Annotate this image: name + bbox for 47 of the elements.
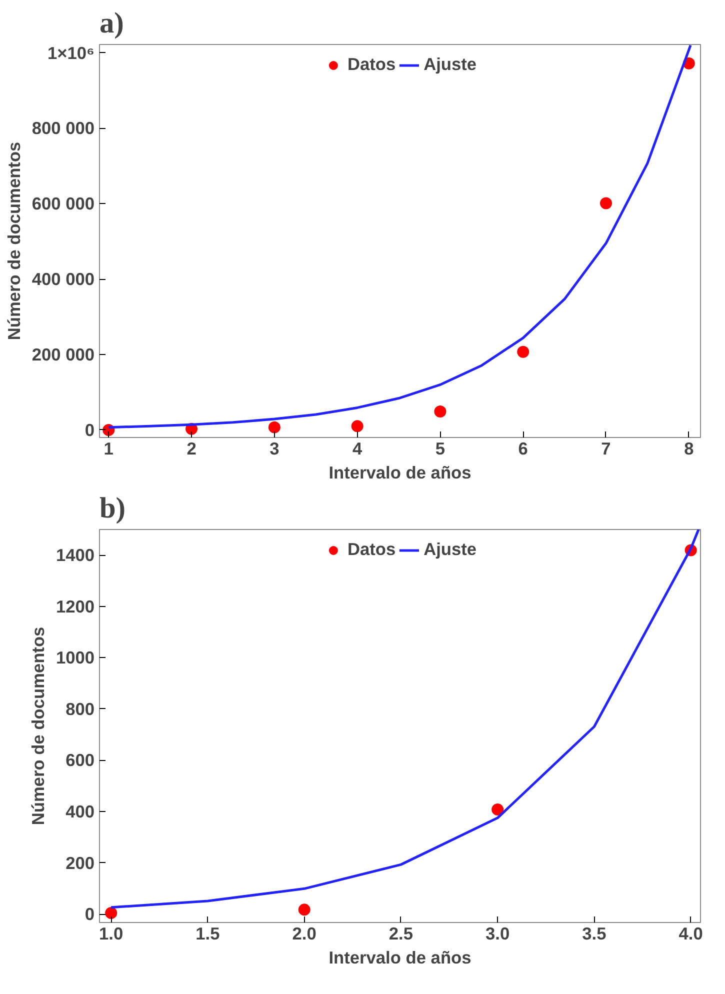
y-tick-label: 1×10⁶ <box>47 42 95 63</box>
x-tick-label: 6 <box>518 438 528 458</box>
y-tick-label: 0 <box>84 904 95 924</box>
chart-title: b) <box>100 492 126 524</box>
y-tick-label: 400 000 <box>32 269 95 290</box>
x-tick-label: 1.0 <box>99 924 124 944</box>
point <box>492 803 504 816</box>
point <box>351 420 364 432</box>
legend-label: Datos <box>347 54 396 75</box>
point <box>434 405 446 418</box>
y-tick-label: 200 000 <box>32 344 95 365</box>
x-tick-label: 3 <box>270 438 280 458</box>
x-tick-label: 2.5 <box>388 924 414 944</box>
y-axis-title: Número de documentos <box>4 142 24 340</box>
y-tick-label: 600 000 <box>32 194 95 214</box>
x-tick-label: 2.0 <box>292 924 316 944</box>
y-tick-label: 800 <box>66 698 95 719</box>
x-tick-label: 4.0 <box>678 924 703 944</box>
y-axis-title: Número de documentos <box>28 626 48 826</box>
point <box>600 197 612 210</box>
x-axis-title: Intervalo de años <box>328 948 472 968</box>
y-tick-label: 1200 <box>56 596 95 616</box>
x-tick-label: 4 <box>352 438 362 458</box>
legend-label: Ajuste <box>424 54 477 75</box>
legend-label: Datos <box>347 539 396 560</box>
x-tick-label: 1.5 <box>196 924 220 944</box>
legend-label: Ajuste <box>424 539 477 560</box>
x-tick-label: 2 <box>186 438 196 458</box>
x-tick-label: 3.0 <box>486 924 510 944</box>
y-tick-label: 800 000 <box>32 118 95 138</box>
point <box>268 421 280 434</box>
point <box>298 904 310 916</box>
x-axis-title: Intervalo de años <box>328 462 472 482</box>
point <box>517 346 530 358</box>
point <box>105 907 118 920</box>
y-tick-label: 1400 <box>56 545 95 566</box>
y-tick-label: 0 <box>84 420 95 440</box>
chart-title: a) <box>100 8 124 40</box>
y-tick-label: 1000 <box>56 648 95 668</box>
y-tick-label: 400 <box>66 801 95 822</box>
x-tick-label: 1 <box>104 438 114 458</box>
x-tick-label: 5 <box>435 438 446 458</box>
x-tick-label: 7 <box>601 438 611 458</box>
y-tick-label: 200 <box>66 852 95 873</box>
x-tick-label: 3.5 <box>582 924 607 944</box>
y-tick-label: 600 <box>66 750 95 770</box>
x-tick-label: 8 <box>684 438 694 458</box>
